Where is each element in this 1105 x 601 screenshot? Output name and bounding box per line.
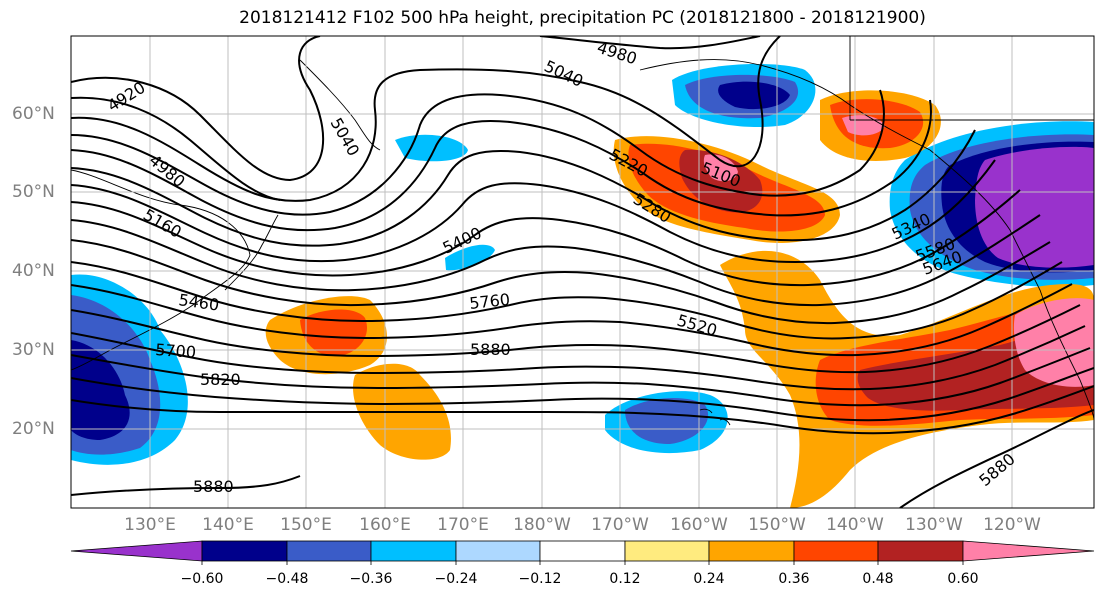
lon-label: 150°W <box>748 515 806 535</box>
neg-anomaly-central-pacific-small <box>445 244 495 271</box>
contour-label: 4980 <box>145 151 188 192</box>
lon-label: 140°E <box>202 515 254 535</box>
contour-5880-south <box>71 475 301 496</box>
lat-label: 60°N <box>12 104 55 124</box>
coastlines <box>71 36 1094 426</box>
contour-5040 <box>71 36 781 202</box>
lon-label: 130°W <box>905 515 963 535</box>
colorbar-segment <box>286 540 372 562</box>
lon-label: 180°W <box>513 515 571 535</box>
neg-anomaly-alaska-deep <box>718 81 790 110</box>
colorbar-segment <box>962 540 1095 562</box>
lon-label: 170°W <box>591 515 649 535</box>
contour-label: 5040 <box>327 115 364 160</box>
contour-label: 5820 <box>200 370 241 389</box>
colorbar-tick-label: 0.48 <box>862 571 894 587</box>
kamchatka-coast <box>299 59 381 151</box>
neg-anomaly-subtropical-core <box>625 398 709 444</box>
contour-label: 5700 <box>155 340 197 362</box>
colorbar-tick-label: 0.60 <box>947 571 979 587</box>
colorbar-tick-label: 0.36 <box>778 571 810 587</box>
contour-5700 <box>71 325 1086 391</box>
contour-4980-north <box>539 36 761 50</box>
colorbar-tick-label: 0.24 <box>693 571 725 587</box>
alaska-coast <box>639 59 931 151</box>
contour-label: 5760 <box>468 290 510 313</box>
contour-5160 <box>71 99 932 232</box>
lon-label: 120°W <box>983 515 1041 535</box>
contour-5880-main <box>71 385 1094 435</box>
graticule <box>71 36 1094 508</box>
contour-5460 <box>71 239 1051 325</box>
contour-label: 4980 <box>595 38 640 69</box>
japan-coast <box>224 214 279 291</box>
colorbar-segment <box>708 540 795 562</box>
colorbar-tick-label: −0.12 <box>518 571 562 587</box>
contour-label: 5520 <box>675 311 719 340</box>
contour-label: 5880 <box>193 477 234 496</box>
contour-label: 5880 <box>470 340 511 359</box>
colorbar-tick-label: −0.48 <box>265 571 309 587</box>
contour-4980-west <box>71 96 281 201</box>
colorbar-segment <box>70 540 203 562</box>
colorbar-tick-label: −0.36 <box>349 571 393 587</box>
contour-5820 <box>71 367 1094 422</box>
hawaii-islands <box>699 408 731 426</box>
colorbar-segment <box>539 540 626 562</box>
map-frame <box>70 35 1095 509</box>
colorbar <box>70 540 1095 565</box>
contour-4920 <box>71 36 325 182</box>
pos-anomaly-north-pacific-peak <box>703 154 738 182</box>
lon-label: 150°E <box>280 515 332 535</box>
contour-label: 5040 <box>541 56 586 90</box>
contour-label: 5160 <box>140 205 185 242</box>
lat-label: 40°N <box>12 261 55 281</box>
colorbar-segment <box>793 540 879 562</box>
contour-5520 <box>71 261 1063 340</box>
colorbar-segment <box>877 540 964 562</box>
colorbar-tick-label: 0.12 <box>609 571 641 587</box>
lat-label: 50°N <box>12 182 55 202</box>
colorbar-segment <box>201 540 288 562</box>
contour-5400 <box>71 214 1041 307</box>
colorbar-tick-label: −0.60 <box>180 571 224 587</box>
lon-label: 130°E <box>124 515 176 535</box>
lat-label: 20°N <box>12 419 55 439</box>
pos-anomaly-mexico-peak <box>1013 298 1094 387</box>
canada-border <box>849 36 1094 121</box>
lon-label: 160°W <box>670 515 728 535</box>
map-title: 2018121412 F102 500 hPa height, precipit… <box>239 8 926 28</box>
contour-5340 <box>71 189 1021 287</box>
lon-label: 160°E <box>359 515 411 535</box>
contour-5100 <box>71 89 885 216</box>
neg-anomaly-west-pacific-deep <box>71 340 130 440</box>
lat-label: 30°N <box>12 340 55 360</box>
contour-5580 <box>71 283 1073 357</box>
colorbar-segment <box>370 540 457 562</box>
colorbar-tick-label: −0.24 <box>434 571 478 587</box>
height-contours <box>71 36 1094 508</box>
contour-5220 <box>71 129 976 247</box>
colorbar-segment <box>624 540 710 562</box>
contour-5880-east <box>899 409 1094 508</box>
contour-5760 <box>71 347 1091 407</box>
contour-5280 <box>71 159 996 264</box>
lon-label: 170°E <box>437 515 489 535</box>
lon-label: 140°W <box>826 515 884 535</box>
contour-5640 <box>71 304 1081 374</box>
asia-coast <box>71 169 251 371</box>
colorbar-segment <box>455 540 541 562</box>
